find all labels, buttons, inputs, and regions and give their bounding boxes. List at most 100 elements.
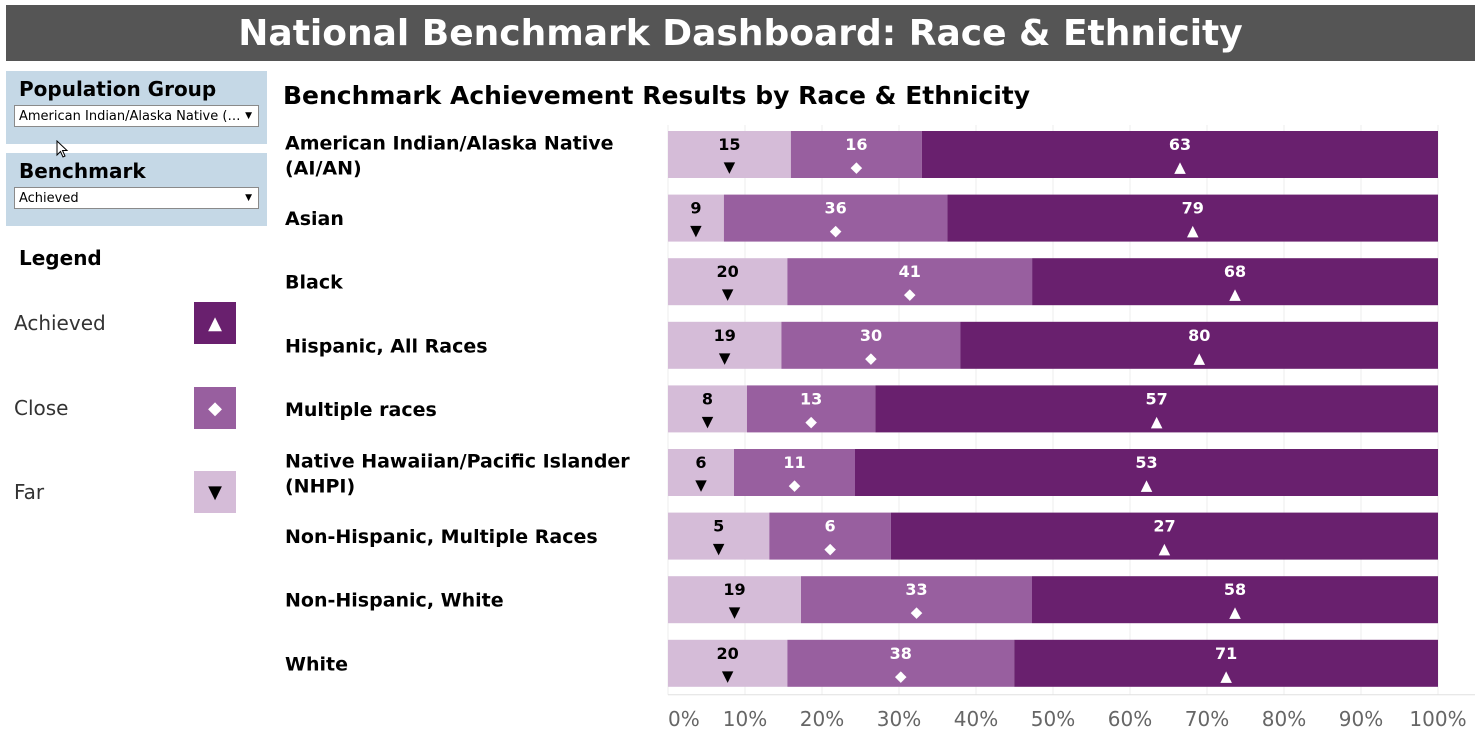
benchmark-filter: Benchmark Achieved ▼ [6, 153, 267, 226]
bar-segment-far [668, 639, 788, 687]
data-label: 58 [1224, 580, 1246, 599]
x-tick-label: 100% [1409, 707, 1466, 731]
marker-close: ◆ [865, 349, 877, 367]
category-label: Black [285, 272, 343, 294]
legend-item-far: Far ▼ [14, 471, 236, 513]
bar-segment-achieved [960, 321, 1438, 369]
bar-segment-close [787, 639, 1015, 687]
bar-segment-close [769, 512, 891, 560]
data-label: 41 [899, 262, 921, 281]
category-label: Native Hawaiian/Pacific Islander [285, 451, 630, 473]
bar-segment-achieved [1032, 258, 1438, 306]
x-tick-label: 30% [877, 707, 921, 731]
marker-achieved: ▲ [1220, 667, 1232, 685]
bar-segment-close [723, 194, 948, 242]
bar-segment-far [668, 258, 788, 306]
category-label: Hispanic, All Races [285, 335, 488, 357]
mouse-cursor-icon [56, 140, 69, 158]
dashboard-title: National Benchmark Dashboard: Race & Eth… [6, 5, 1475, 61]
data-label: 63 [1169, 135, 1191, 154]
marker-close: ◆ [904, 285, 916, 303]
marker-achieved: ▲ [1159, 540, 1171, 558]
x-tick-label: 60% [1108, 707, 1152, 731]
x-tick-label: 70% [1185, 707, 1229, 731]
category-label: Multiple races [285, 399, 437, 421]
data-label: 6 [825, 517, 836, 536]
marker-close: ◆ [830, 222, 842, 240]
category-label: (AI/AN) [285, 158, 362, 180]
data-label: 8 [702, 389, 713, 408]
x-tick-label: 80% [1262, 707, 1306, 731]
x-tick-label: 0% [668, 707, 700, 731]
bar-segment-far [668, 194, 724, 242]
marker-far: ▼ [722, 667, 734, 685]
marker-close: ◆ [911, 603, 923, 621]
marker-achieved: ▲ [1229, 603, 1241, 621]
data-label: 80 [1188, 326, 1210, 345]
marker-far: ▼ [713, 540, 725, 558]
marker-far: ▼ [702, 412, 714, 430]
bar-segment-close [746, 385, 876, 433]
marker-far: ▼ [719, 349, 731, 367]
x-tick-label: 40% [954, 707, 998, 731]
marker-achieved: ▲ [1151, 412, 1163, 430]
bar-segment-achieved [890, 512, 1438, 560]
data-label: 53 [1135, 453, 1157, 472]
triangle-down-icon: ▼ [194, 471, 236, 513]
marker-achieved: ▲ [1229, 285, 1241, 303]
x-tick-label: 10% [723, 707, 767, 731]
legend-item-achieved: Achieved ▲ [14, 302, 236, 344]
category-label: Asian [285, 208, 344, 230]
bar-segment-achieved [855, 449, 1438, 496]
population-group-filter: Population Group American Indian/Alaska … [6, 71, 267, 144]
bar-segment-far [668, 449, 734, 496]
marker-close: ◆ [851, 158, 863, 176]
benchmark-dropdown[interactable]: Achieved ▼ [14, 187, 259, 209]
data-label: 38 [890, 644, 912, 663]
dropdown-arrow-icon: ▼ [245, 193, 252, 203]
bar-segment-achieved [947, 194, 1438, 242]
bar-segment-far [668, 385, 747, 433]
marker-far: ▼ [695, 476, 707, 494]
category-label: American Indian/Alaska Native [285, 133, 614, 155]
data-label: 5 [713, 517, 724, 536]
data-label: 20 [717, 644, 739, 663]
diamond-icon: ◆ [194, 387, 236, 429]
x-tick-label: 50% [1031, 707, 1075, 731]
marker-achieved: ▲ [1141, 476, 1153, 494]
data-label: 19 [723, 580, 745, 599]
legend-title: Legend [19, 246, 102, 270]
data-label: 68 [1224, 262, 1246, 281]
data-label: 6 [695, 453, 706, 472]
category-label: White [285, 653, 348, 675]
legend-label-far: Far [14, 480, 45, 504]
triangle-up-icon: ▲ [194, 302, 236, 344]
marker-close: ◆ [805, 412, 817, 430]
data-label: 57 [1146, 389, 1168, 408]
data-label: 9 [690, 199, 701, 218]
bar-segment-achieved [875, 385, 1438, 433]
bar-segment-far [668, 512, 770, 560]
marker-close: ◆ [824, 540, 836, 558]
data-label: 27 [1153, 517, 1175, 536]
bar-segment-close [790, 131, 922, 178]
data-label: 13 [800, 389, 822, 408]
marker-far: ▼ [729, 603, 741, 621]
bar-segment-far [668, 321, 782, 369]
bar-segment-achieved [921, 131, 1438, 178]
data-label: 16 [845, 135, 867, 154]
category-label: (NHPI) [285, 476, 355, 498]
category-label: Non-Hispanic, White [285, 590, 504, 612]
bar-segment-achieved [1014, 639, 1438, 687]
bar-segment-close [801, 576, 1032, 624]
marker-close: ◆ [789, 476, 801, 494]
x-tick-label: 20% [800, 707, 844, 731]
data-label: 11 [783, 453, 805, 472]
bar-segment-close [787, 258, 1033, 306]
legend-label-close: Close [14, 396, 69, 420]
population-group-dropdown[interactable]: American Indian/Alaska Native (AI/AN) ▼ [14, 105, 259, 127]
population-group-label: Population Group [19, 77, 217, 101]
marker-achieved: ▲ [1174, 158, 1186, 176]
dropdown-arrow-icon: ▼ [245, 111, 252, 121]
